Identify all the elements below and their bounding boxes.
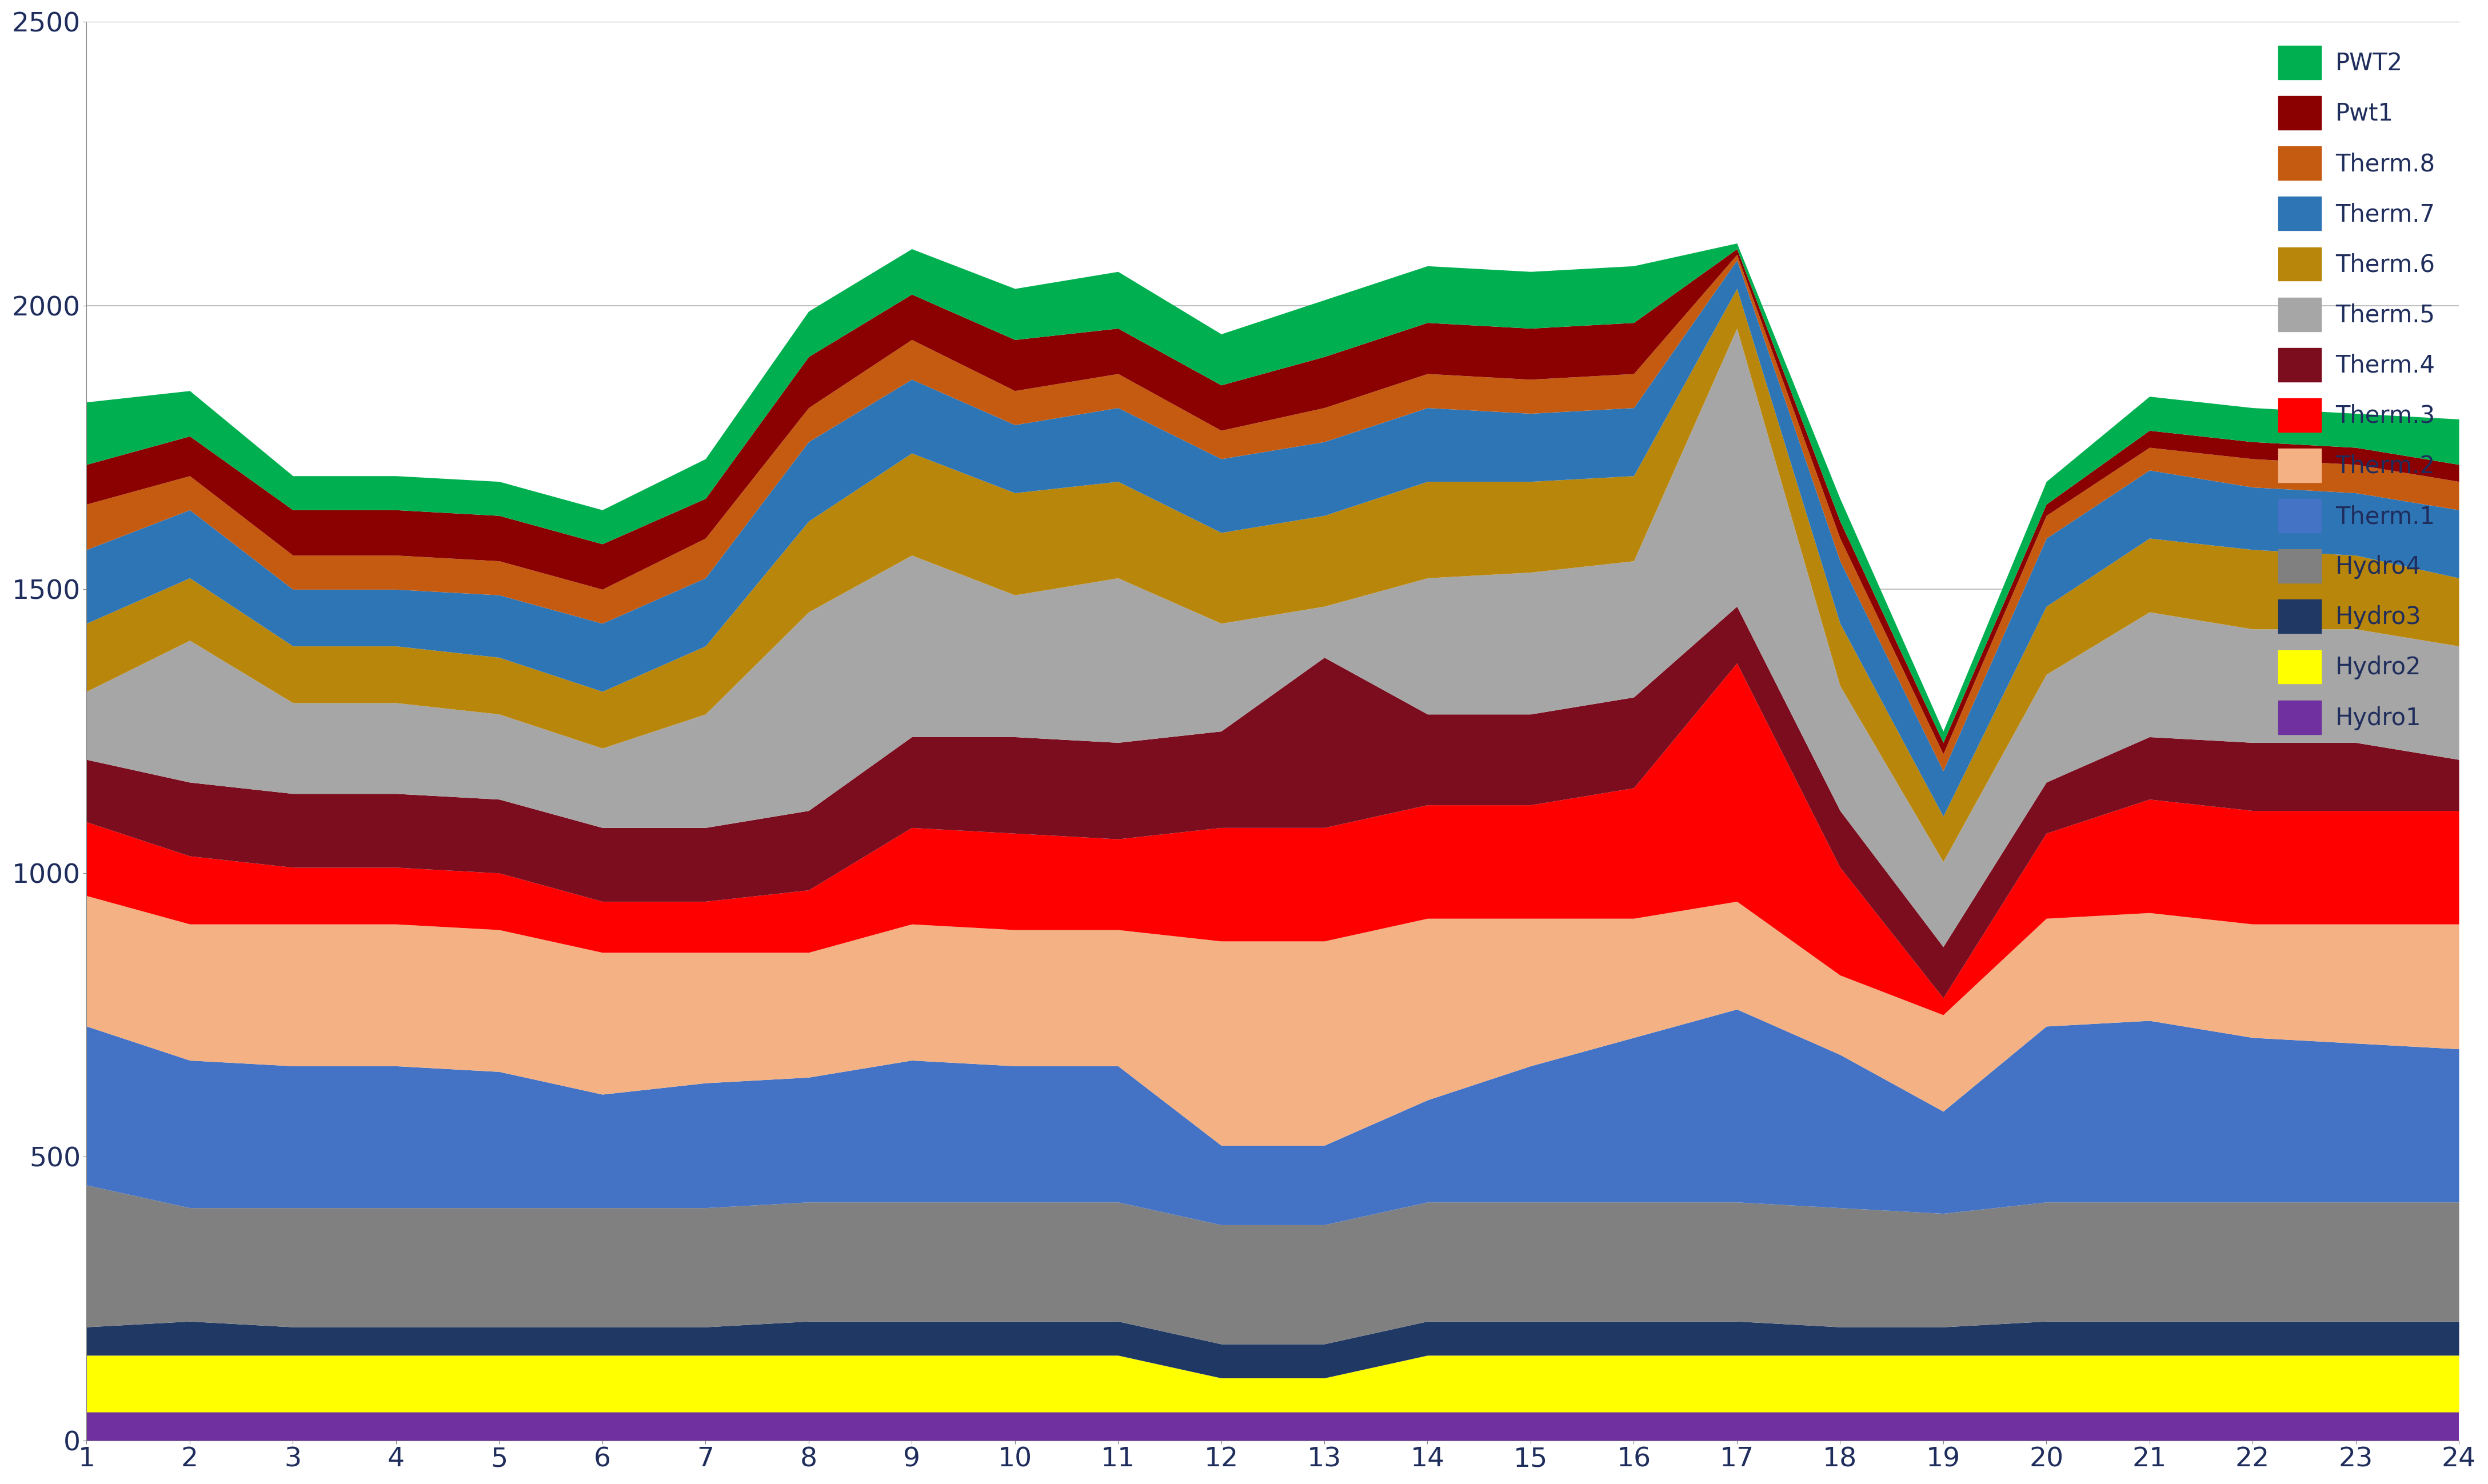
Legend: PWT2, Pwt1, Therm.8, Therm.7, Therm.6, Therm.5, Therm.4, Therm.3, Therm.2, Therm: PWT2, Pwt1, Therm.8, Therm.7, Therm.6, T… xyxy=(2267,34,2448,746)
